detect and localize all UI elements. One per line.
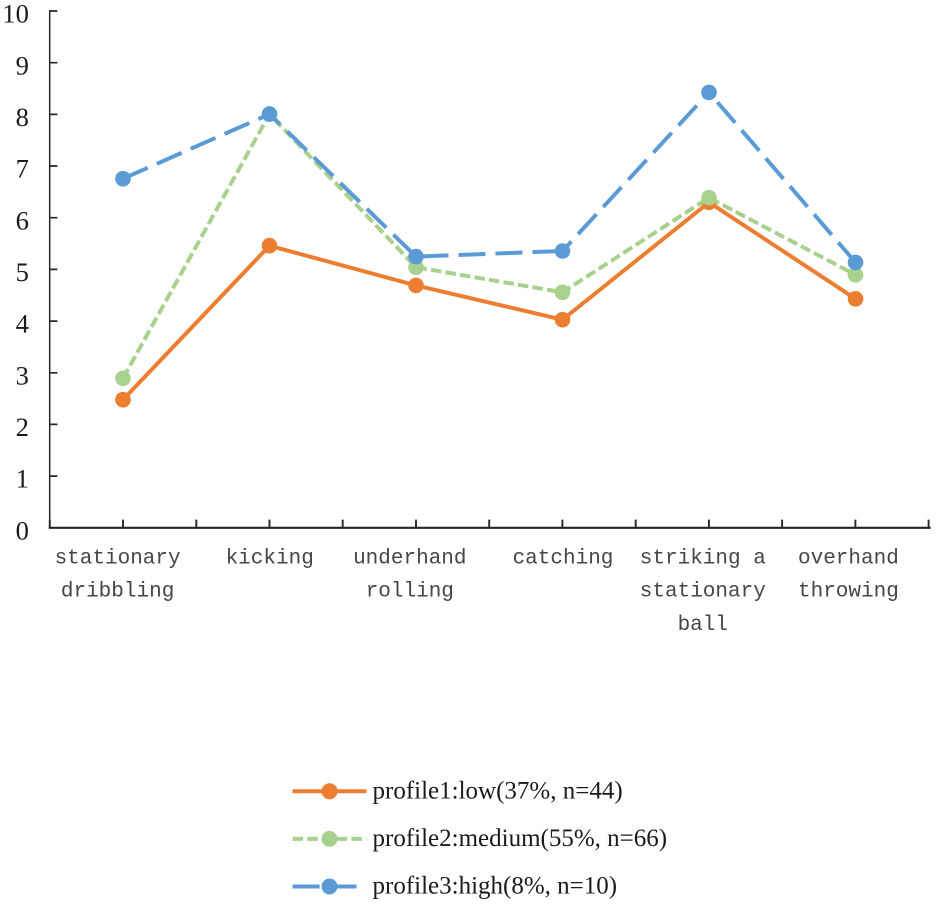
svg-text:stationary: stationary: [55, 548, 181, 571]
svg-text:4: 4: [16, 309, 29, 339]
svg-text:profile3:high(8%, n=10): profile3:high(8%, n=10): [373, 873, 618, 900]
svg-text:rolling: rolling: [366, 581, 454, 604]
svg-text:throwing: throwing: [798, 581, 899, 604]
svg-text:dribbling: dribbling: [61, 581, 174, 604]
svg-text:5: 5: [16, 257, 29, 287]
svg-text:0: 0: [16, 515, 29, 545]
svg-text:catching: catching: [513, 548, 614, 571]
svg-text:kicking: kicking: [226, 548, 314, 571]
svg-text:underhand: underhand: [353, 548, 466, 571]
svg-text:9: 9: [16, 50, 29, 80]
svg-text:1: 1: [16, 464, 29, 494]
svg-text:8: 8: [16, 102, 29, 132]
svg-text:2: 2: [16, 412, 29, 442]
svg-text:3: 3: [16, 360, 29, 390]
svg-text:ball: ball: [678, 614, 728, 637]
svg-text:stationary: stationary: [640, 581, 766, 604]
svg-text:profile1:low(37%, n=44): profile1:low(37%, n=44): [373, 777, 623, 804]
svg-text:profile2:medium(55%, n=66): profile2:medium(55%, n=66): [373, 825, 668, 852]
svg-text:striking a: striking a: [640, 548, 766, 571]
svg-text:overhand: overhand: [798, 548, 899, 571]
svg-text:10: 10: [2, 0, 29, 29]
svg-text:6: 6: [16, 205, 29, 235]
svg-text:7: 7: [16, 154, 29, 184]
